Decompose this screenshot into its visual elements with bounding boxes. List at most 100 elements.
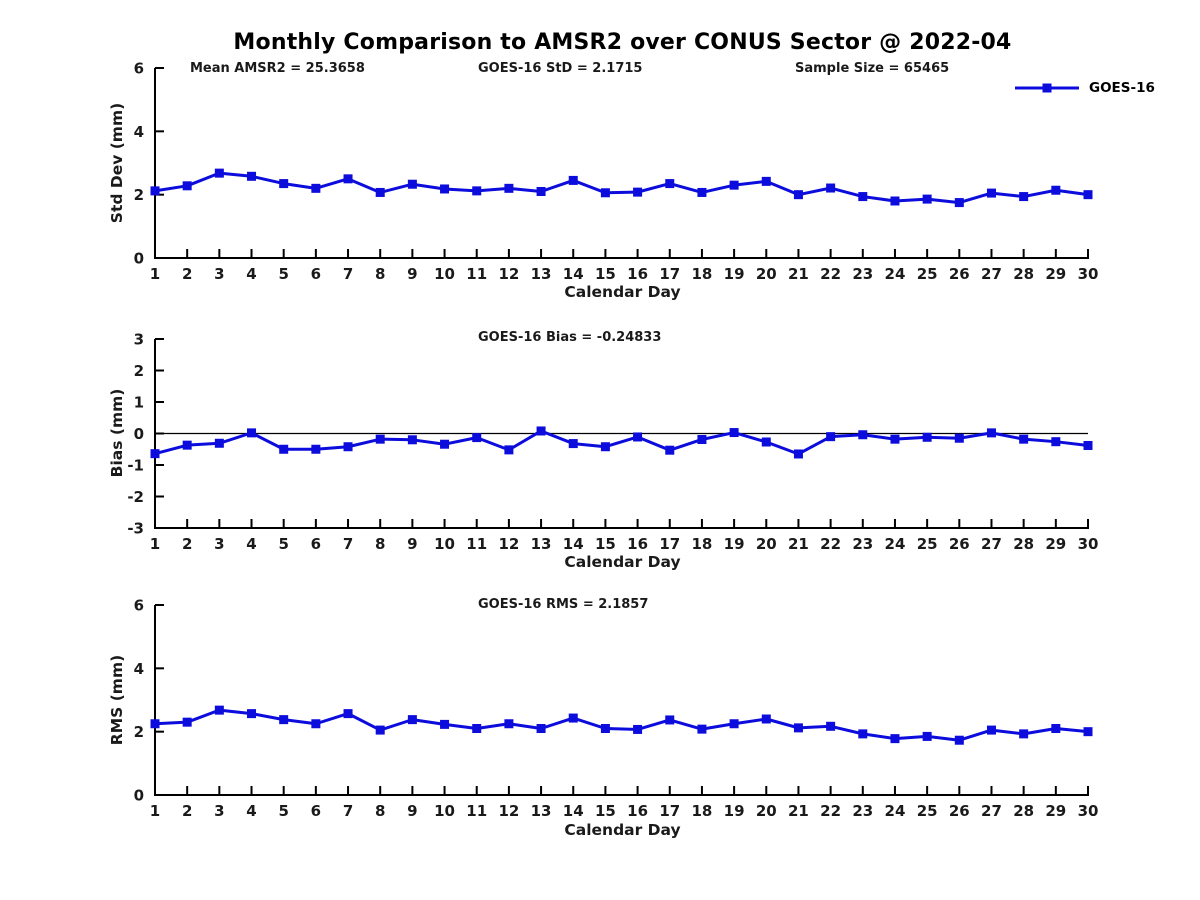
data-point-marker — [407, 435, 417, 445]
x-tick-label: 19 — [724, 535, 745, 553]
x-tick-label: 18 — [691, 535, 712, 553]
data-point-marker — [986, 428, 996, 438]
data-point-marker — [343, 442, 353, 452]
x-axis-label-stddev: Calendar Day — [564, 283, 681, 301]
x-tick-label: 15 — [595, 535, 616, 553]
x-tick-label: 14 — [563, 535, 584, 553]
x-tick-label: 16 — [627, 535, 648, 553]
data-point-marker — [150, 449, 160, 459]
x-tick-label: 1 — [150, 802, 160, 820]
x-tick-label: 10 — [434, 802, 455, 820]
x-tick-label: 7 — [343, 535, 353, 553]
x-tick-label: 30 — [1078, 265, 1099, 283]
x-tick-label: 8 — [375, 535, 385, 553]
x-tick-label: 21 — [788, 265, 809, 283]
x-tick-label: 10 — [434, 535, 455, 553]
data-point-marker — [729, 719, 739, 729]
data-line — [154, 171, 1089, 205]
data-point-marker — [858, 430, 868, 440]
data-point-marker — [922, 432, 932, 442]
y-tick-label: 6 — [134, 60, 144, 78]
y-tick-label: 2 — [134, 362, 144, 380]
x-tick-label: 4 — [246, 265, 256, 283]
x-tick-label: 24 — [885, 802, 906, 820]
data-point-marker — [954, 433, 964, 443]
annotation-sample-size: Sample Size = 65465 — [795, 61, 950, 76]
data-point-marker — [1019, 434, 1029, 444]
data-point-marker — [986, 188, 996, 198]
data-point-marker — [536, 724, 546, 733]
y-tick-label: 4 — [134, 660, 144, 678]
data-point-marker — [568, 439, 578, 449]
x-tick-label: 30 — [1078, 535, 1099, 553]
y-tick-label: 0 — [134, 425, 144, 443]
data-point-marker — [247, 428, 257, 438]
x-tick-label: 8 — [375, 802, 385, 820]
data-point-marker — [826, 183, 836, 193]
data-point-marker — [311, 444, 321, 454]
x-tick-label: 12 — [498, 802, 519, 820]
data-point-marker — [697, 434, 707, 444]
x-tick-label: 17 — [659, 265, 680, 283]
x-tick-label: 24 — [885, 265, 906, 283]
x-tick-label: 19 — [724, 265, 745, 283]
x-tick-label: 11 — [466, 535, 487, 553]
x-tick-label: 29 — [1045, 535, 1066, 553]
y-tick-label: 6 — [134, 597, 144, 615]
x-tick-label: 4 — [246, 535, 256, 553]
data-point-marker — [279, 444, 289, 454]
x-tick-label: 4 — [246, 802, 256, 820]
x-tick-label: 7 — [343, 265, 353, 283]
x-axis-label-rms: Calendar Day — [564, 821, 681, 839]
data-point-marker — [343, 709, 353, 719]
data-point-marker — [407, 715, 417, 725]
data-point-marker — [472, 186, 482, 196]
data-point-marker — [182, 181, 192, 191]
data-point-marker — [761, 176, 771, 186]
data-point-marker — [504, 445, 514, 455]
x-tick-label: 25 — [917, 535, 938, 553]
x-tick-label: 8 — [375, 265, 385, 283]
y-tick-label: -1 — [127, 457, 144, 475]
annotation-goes16-rms: GOES-16 RMS = 2.1857 — [478, 597, 649, 612]
x-tick-label: 3 — [214, 535, 224, 553]
y-tick-label: 0 — [134, 787, 144, 805]
y-tick-label: -2 — [127, 488, 144, 506]
y-tick-label: 4 — [134, 123, 144, 141]
x-tick-label: 13 — [531, 802, 552, 820]
data-point-marker — [214, 438, 224, 448]
x-tick-label: 23 — [852, 265, 873, 283]
x-tick-label: 6 — [311, 265, 321, 283]
legend: GOES-16 — [1013, 80, 1155, 96]
data-point-marker — [761, 437, 771, 447]
data-point-marker — [954, 735, 964, 745]
x-tick-label: 29 — [1045, 265, 1066, 283]
data-point-marker — [343, 174, 353, 184]
y-tick-label: -3 — [127, 520, 144, 538]
data-point-marker — [890, 196, 900, 206]
x-tick-label: 11 — [466, 265, 487, 283]
data-point-marker — [729, 428, 739, 438]
x-tick-label: 20 — [756, 265, 777, 283]
data-point-marker — [536, 187, 546, 196]
x-tick-label: 21 — [788, 802, 809, 820]
legend-entry-goes16: GOES-16 — [1089, 80, 1155, 96]
y-tick-label: 3 — [134, 331, 144, 349]
data-point-marker — [665, 445, 675, 455]
x-tick-label: 14 — [563, 802, 584, 820]
figure-title: Monthly Comparison to AMSR2 over CONUS S… — [233, 30, 1012, 55]
x-tick-label: 1 — [150, 535, 160, 553]
x-tick-label: 3 — [214, 802, 224, 820]
x-tick-label: 22 — [820, 265, 841, 283]
data-point-marker — [793, 449, 803, 459]
x-tick-label: 7 — [343, 802, 353, 820]
data-point-marker — [472, 433, 482, 443]
x-tick-label: 26 — [949, 265, 970, 283]
x-tick-label: 25 — [917, 265, 938, 283]
x-tick-label: 26 — [949, 802, 970, 820]
x-tick-label: 14 — [563, 265, 584, 283]
data-point-marker — [440, 184, 450, 194]
data-point-marker — [858, 729, 868, 739]
x-tick-label: 17 — [659, 802, 680, 820]
